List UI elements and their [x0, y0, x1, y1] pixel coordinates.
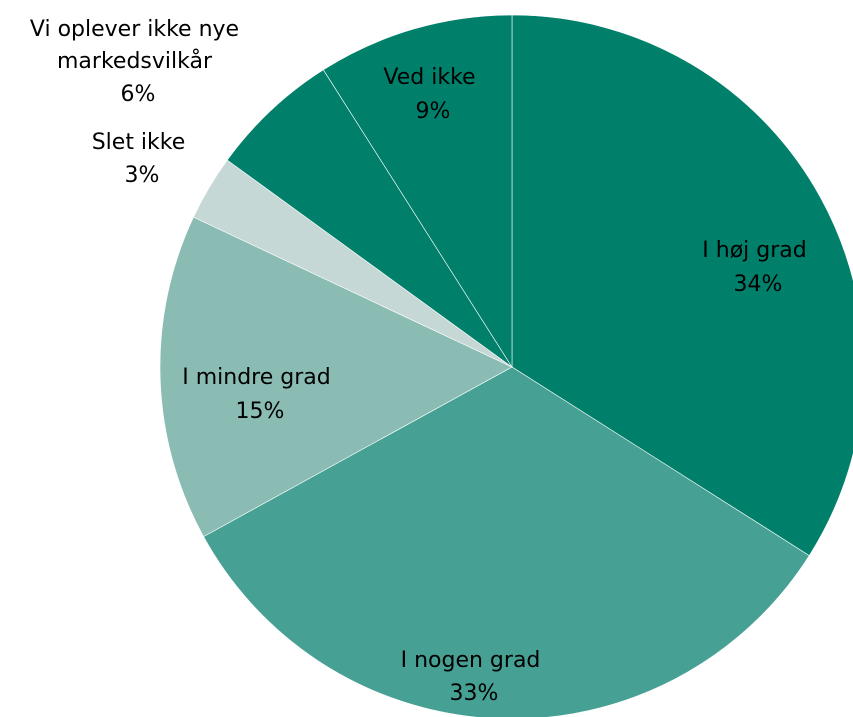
slice-category-line-2: markedsvilkår [57, 48, 213, 74]
slice-category-line-1: Vi oplever ikke nye [30, 17, 239, 42]
slice-category: I nogen grad [401, 648, 541, 673]
slice-category: I mindre grad [182, 365, 330, 390]
pie-slices [159, 14, 853, 717]
slice-category: Slet ikke [92, 130, 186, 155]
pie-slice-2 [159, 216, 513, 537]
slice-category: Ved ikke [383, 65, 475, 90]
slice-percent: 3% [125, 163, 160, 188]
slice-category: I høj grad [702, 238, 806, 263]
pie-slice-0 [511, 14, 853, 557]
slice-label-vi-oplever-ikke-nye-markedsvilkar: Vi oplever ikke nye markedsvilkår 6% [30, 17, 246, 107]
slice-percent: 9% [416, 99, 451, 124]
slice-percent: 34% [734, 272, 783, 297]
slice-percent: 33% [450, 681, 499, 706]
slice-label-i-hoj-grad: I høj grad 34% [702, 238, 813, 297]
slice-label-ved-ikke: Ved ikke 9% [383, 65, 482, 124]
pie-labels: I høj grad 34% I nogen grad 33% I mindre… [30, 17, 813, 706]
pie-slice-1 [203, 366, 810, 717]
slice-percent: 6% [121, 82, 156, 107]
pie-slice-4 [226, 69, 513, 368]
slice-percent: 15% [236, 399, 285, 424]
slice-label-slet-ikke: Slet ikke 3% [92, 130, 193, 188]
slice-label-i-nogen-grad: I nogen grad 33% [401, 648, 548, 706]
pie-slice-5 [322, 14, 513, 369]
slice-label-i-mindre-grad: I mindre grad 15% [182, 365, 337, 424]
